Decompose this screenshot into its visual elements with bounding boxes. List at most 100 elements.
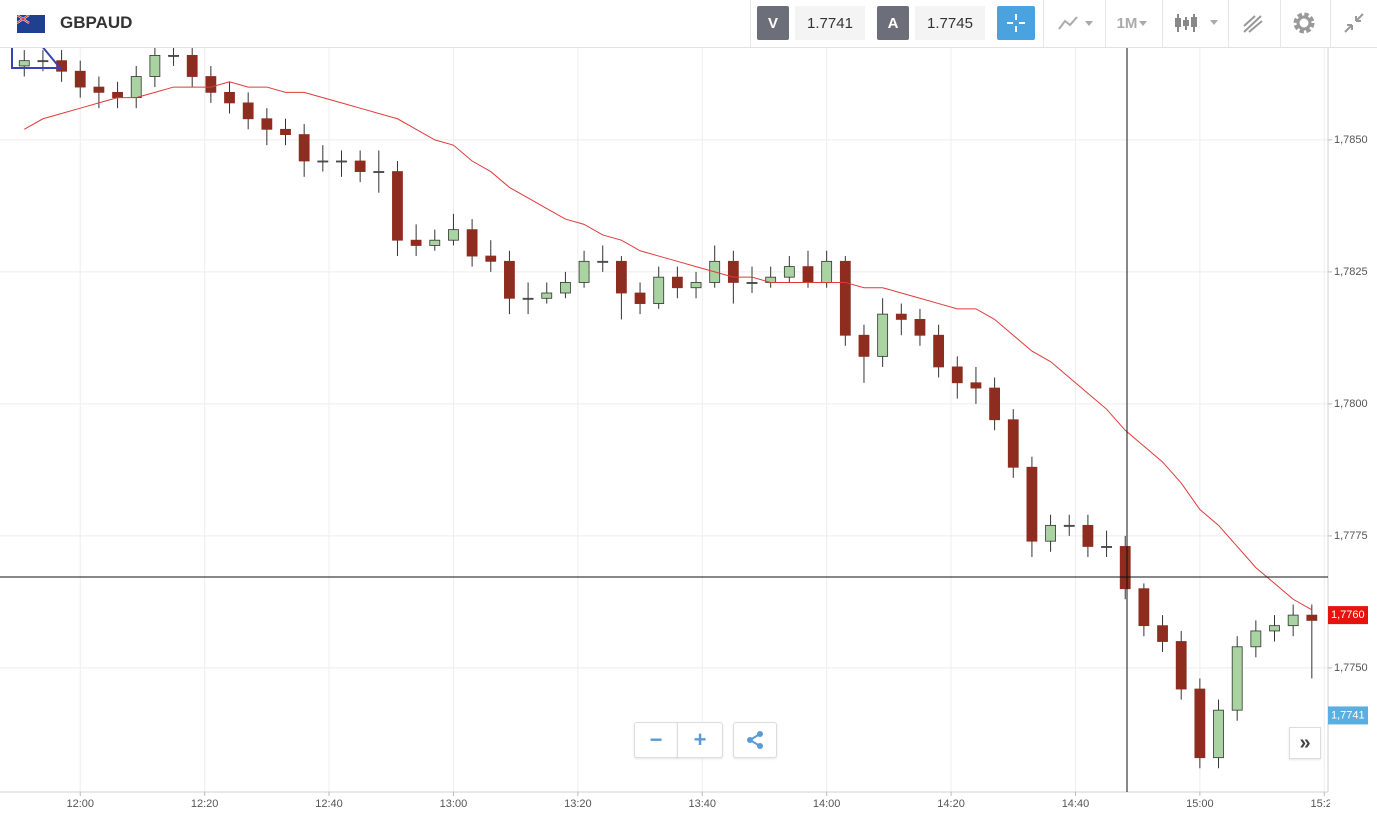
x-tick-label: 13:00 xyxy=(440,798,468,810)
timeframe-button[interactable]: 1M xyxy=(1112,6,1154,40)
indicator-button[interactable] xyxy=(1050,6,1100,40)
separator xyxy=(1105,0,1106,47)
x-axis: 12:00 12:20 12:40 13:00 13:20 13:40 14:00 14:20… xyxy=(66,792,1339,810)
ask-label[interactable]: A xyxy=(877,6,909,40)
candle-body xyxy=(1045,524,1056,542)
separator xyxy=(1330,0,1331,47)
separator xyxy=(750,0,751,47)
x-tick-label: 13:40 xyxy=(688,798,716,810)
candle-body xyxy=(541,292,553,299)
flag-icon xyxy=(17,15,45,33)
x-tick-label: 14:40 xyxy=(1062,798,1090,810)
y-tick-label: 1,7750 xyxy=(1334,662,1368,674)
candle-body xyxy=(392,171,403,241)
gear-icon xyxy=(1293,12,1315,34)
x-tick-label: 13:20 xyxy=(564,798,592,810)
candle-body xyxy=(149,54,161,77)
candle-body xyxy=(1306,614,1318,621)
candle-body xyxy=(261,118,273,130)
candle-body xyxy=(746,282,758,284)
candle-body xyxy=(877,313,889,357)
candle-body xyxy=(429,239,441,246)
share-icon xyxy=(747,731,763,749)
candle-body xyxy=(1175,641,1187,690)
candle-body xyxy=(653,276,665,304)
candle-body xyxy=(783,266,795,278)
candle-body xyxy=(298,134,310,162)
x-tick-label: 15:20 xyxy=(1311,798,1339,810)
candle-body xyxy=(933,334,945,368)
candle-body xyxy=(354,160,366,172)
candle-body xyxy=(597,260,609,263)
moving-average xyxy=(24,81,1313,611)
candle-body xyxy=(802,266,814,283)
candle-body xyxy=(186,54,198,77)
x-tick-label: 14:00 xyxy=(813,798,841,810)
y-tick-label: 1,7775 xyxy=(1334,530,1368,542)
candle-icon xyxy=(1175,14,1218,32)
candle-body xyxy=(168,54,179,57)
candle-body xyxy=(317,160,329,163)
candle-body xyxy=(205,76,217,93)
timeframe: 1M xyxy=(1116,14,1138,32)
candle-body xyxy=(914,319,926,336)
candle-body xyxy=(224,91,235,104)
candle-body xyxy=(18,60,30,67)
candle-body xyxy=(615,260,627,294)
candle-body xyxy=(560,282,571,294)
separator xyxy=(1162,0,1163,47)
candle-body xyxy=(634,292,646,304)
candle-body xyxy=(466,229,478,257)
y-tick-label: 1,7800 xyxy=(1334,398,1368,410)
candle-body xyxy=(242,102,254,120)
price-label-box xyxy=(1328,606,1368,625)
candle-body xyxy=(951,366,963,384)
x-tick-label: 12:40 xyxy=(315,798,343,810)
bid-label[interactable]: V xyxy=(757,6,789,40)
candle-body xyxy=(336,160,347,163)
zoom-out-button[interactable]: − xyxy=(634,722,678,758)
candle-body xyxy=(280,128,291,135)
candle-body xyxy=(895,313,907,320)
candle-body xyxy=(1007,419,1019,468)
share-button[interactable] xyxy=(733,722,777,758)
collapse-button[interactable] xyxy=(1338,6,1370,40)
caret xyxy=(1139,21,1148,26)
candle-body xyxy=(1119,546,1131,590)
candle-body xyxy=(93,86,105,93)
zoom-in-button[interactable]: + xyxy=(677,722,723,758)
separator xyxy=(1228,0,1229,47)
bid-price[interactable]: 1.7741 xyxy=(795,6,865,40)
candle-body xyxy=(1269,625,1280,632)
candle-body xyxy=(1063,524,1075,527)
price-label-box xyxy=(1328,706,1368,725)
candle-body xyxy=(1250,630,1262,648)
candle-body xyxy=(56,60,67,72)
candle-body xyxy=(989,387,1001,421)
crosshair-button[interactable] xyxy=(997,6,1035,40)
candle-body xyxy=(671,276,683,289)
x-tick-label: 15:00 xyxy=(1186,798,1214,810)
ask-price[interactable]: 1.7745 xyxy=(915,6,985,40)
candle-body xyxy=(1231,646,1243,711)
chart-type-button[interactable] xyxy=(1170,6,1222,40)
settings-button[interactable] xyxy=(1288,6,1320,40)
candle-body xyxy=(130,76,142,99)
collapse-icon xyxy=(1344,13,1364,33)
candle-body xyxy=(970,382,982,389)
candle-body xyxy=(1138,588,1150,627)
draw-button[interactable] xyxy=(1236,6,1270,40)
candle-body xyxy=(485,255,497,262)
candle-body xyxy=(74,70,86,88)
x-tick-label: 12:20 xyxy=(191,798,219,810)
candle-body xyxy=(1026,466,1038,542)
x-tick-label: 12:00 xyxy=(66,798,94,810)
candle-body xyxy=(448,229,459,241)
candle-body xyxy=(821,260,833,283)
scroll-end-button[interactable]: » xyxy=(1289,727,1321,759)
candle-body xyxy=(1157,625,1168,642)
candle-body xyxy=(727,260,739,283)
symbol: GBPAUD xyxy=(60,13,133,32)
candle-body xyxy=(858,334,870,357)
candle-body xyxy=(1101,546,1112,548)
